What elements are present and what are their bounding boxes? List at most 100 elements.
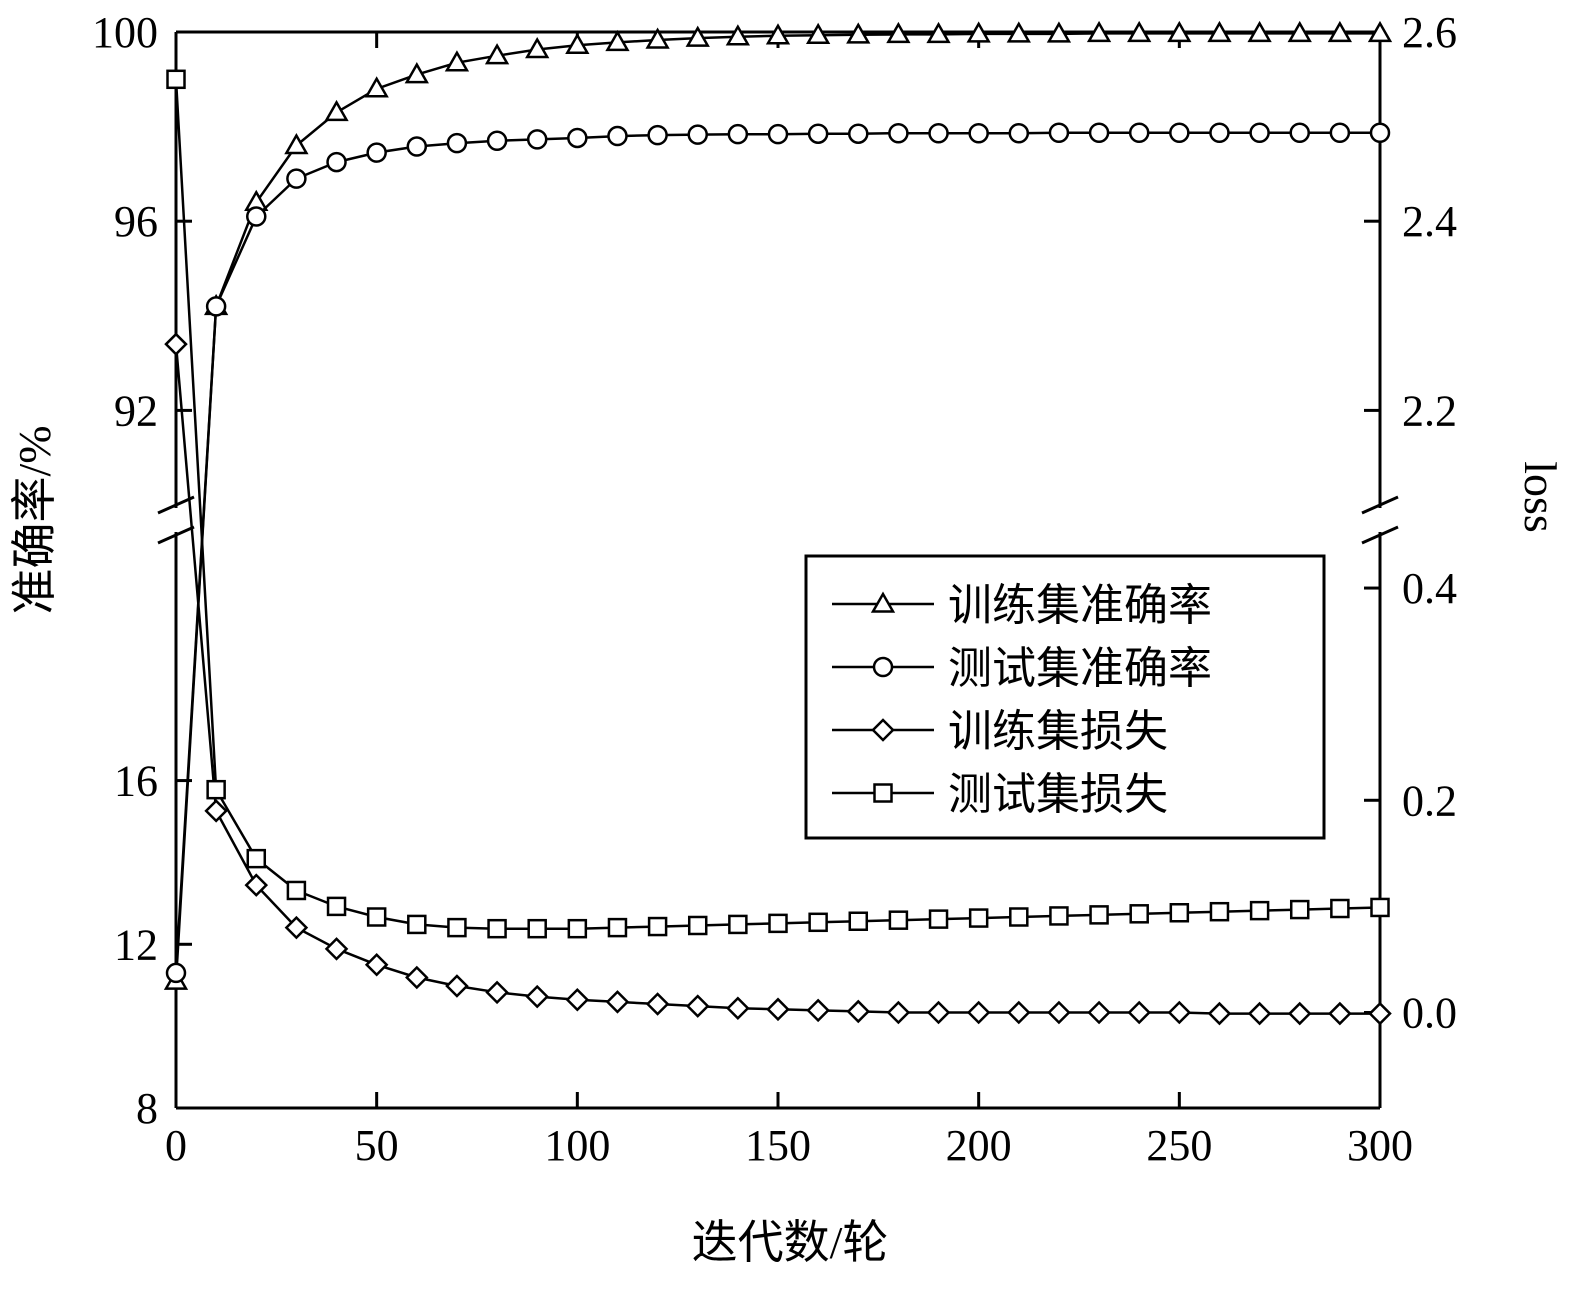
- legend-label: 训练集损失: [948, 707, 1168, 756]
- triangle-marker: [870, 591, 896, 613]
- diamond-marker: [1368, 1001, 1392, 1026]
- y-left-tick-label: 100: [92, 8, 158, 57]
- circle-marker: [406, 136, 428, 157]
- circle-marker: [1249, 122, 1270, 143]
- triangle-marker: [805, 22, 831, 45]
- square-marker: [888, 910, 909, 930]
- x-tick-label: 100: [544, 1121, 610, 1170]
- triangle-marker: [886, 21, 911, 44]
- square-marker: [326, 896, 347, 917]
- triangle-marker: [404, 62, 429, 84]
- y-right-tick-label: 0.4: [1402, 564, 1457, 613]
- circle-marker: [286, 168, 307, 189]
- square-marker: [1249, 900, 1270, 921]
- diamond-marker: [164, 332, 188, 356]
- circle-marker: [807, 123, 829, 144]
- square-marker: [1330, 898, 1350, 919]
- square-marker: [647, 916, 668, 937]
- square-marker: [728, 914, 748, 935]
- y-left-tick-label: 8: [136, 1084, 158, 1133]
- triangle-marker: [1287, 20, 1312, 43]
- diamond-marker: [405, 965, 429, 990]
- triangle-marker: [1207, 20, 1232, 43]
- circle-marker: [1369, 122, 1391, 143]
- circle-marker: [727, 123, 749, 145]
- triangle-marker: [685, 25, 710, 47]
- legend-label: 测试集损失: [948, 770, 1168, 819]
- diamond-marker: [525, 984, 549, 1009]
- diamond-marker: [284, 915, 309, 940]
- diamond-marker: [485, 980, 509, 1005]
- circle-marker: [928, 122, 949, 144]
- series-1: [163, 20, 1393, 990]
- diamond-marker: [1328, 1001, 1352, 1026]
- diamond-marker: [1127, 1000, 1151, 1025]
- axis-break-mark-right: [1361, 525, 1399, 545]
- triangle-marker: [1006, 21, 1031, 43]
- square-marker: [928, 909, 949, 929]
- diamond-marker: [565, 987, 590, 1012]
- y-left-tick-label: 12: [114, 920, 158, 969]
- series-3: [164, 332, 1392, 1026]
- circle-marker: [486, 130, 508, 152]
- triangle-marker: [846, 22, 871, 44]
- circle-marker: [848, 123, 869, 144]
- x-axis: 0 50 100 150 200 250 300: [165, 32, 1413, 1170]
- diamond-marker: [966, 1000, 991, 1025]
- square-marker: [1049, 906, 1069, 926]
- axis-break-mark-left: [157, 495, 195, 515]
- y-left-tick-label: 96: [114, 197, 158, 246]
- triangle-marker: [645, 27, 670, 49]
- circle-marker: [1048, 122, 1070, 143]
- diamond-marker: [364, 952, 389, 977]
- triangle-marker: [364, 76, 389, 98]
- circle-marker: [446, 132, 468, 154]
- square-marker: [1089, 905, 1109, 925]
- triangle-marker: [1247, 20, 1272, 43]
- triangle-marker: [1327, 20, 1353, 43]
- circle-marker: [968, 122, 989, 144]
- circle-marker: [767, 123, 789, 145]
- x-axis-title: 迭代数/轮: [692, 1217, 889, 1268]
- diamond-marker: [726, 996, 750, 1021]
- square-marker: [1009, 907, 1029, 927]
- square-marker: [873, 783, 893, 803]
- diamond-marker: [324, 937, 349, 961]
- circle-marker: [567, 127, 588, 149]
- diamond-marker: [871, 718, 895, 742]
- circle-marker: [205, 296, 227, 317]
- legend-label: 训练集准确率: [948, 581, 1212, 630]
- triangle-marker: [926, 21, 951, 44]
- y-axis-left: 92 96 100 8 12 16: [92, 8, 192, 1133]
- diamond-marker: [1247, 1001, 1272, 1026]
- legend-label: 测试集准确率: [948, 644, 1212, 693]
- square-marker: [206, 779, 226, 800]
- circle-marker: [888, 122, 909, 144]
- square-marker: [407, 914, 427, 935]
- triangle-marker: [605, 29, 630, 52]
- y-axis-left-title: 准确率/%: [9, 425, 60, 614]
- circle-marker: [1088, 122, 1110, 143]
- x-tick-label: 200: [946, 1121, 1012, 1170]
- y-left-tick-label: 16: [114, 757, 158, 806]
- diamond-marker: [1167, 1000, 1192, 1025]
- diamond-marker: [204, 799, 228, 823]
- axis-break-mark-left: [157, 525, 195, 545]
- x-tick-label: 150: [745, 1121, 811, 1170]
- square-marker: [1370, 897, 1390, 918]
- square-marker: [687, 915, 708, 936]
- triangle-marker: [765, 23, 791, 45]
- diamond-marker: [1287, 1001, 1312, 1026]
- triangle-marker: [284, 133, 309, 155]
- diamond-marker: [766, 997, 790, 1022]
- triangle-marker: [525, 36, 550, 59]
- square-marker: [286, 880, 307, 901]
- square-marker: [1129, 904, 1149, 924]
- y-right-tick-label: 0.2: [1402, 776, 1457, 825]
- square-marker: [848, 911, 869, 931]
- series-2: [165, 122, 1391, 984]
- series-line: [174, 131, 1380, 973]
- circle-marker: [1169, 122, 1190, 143]
